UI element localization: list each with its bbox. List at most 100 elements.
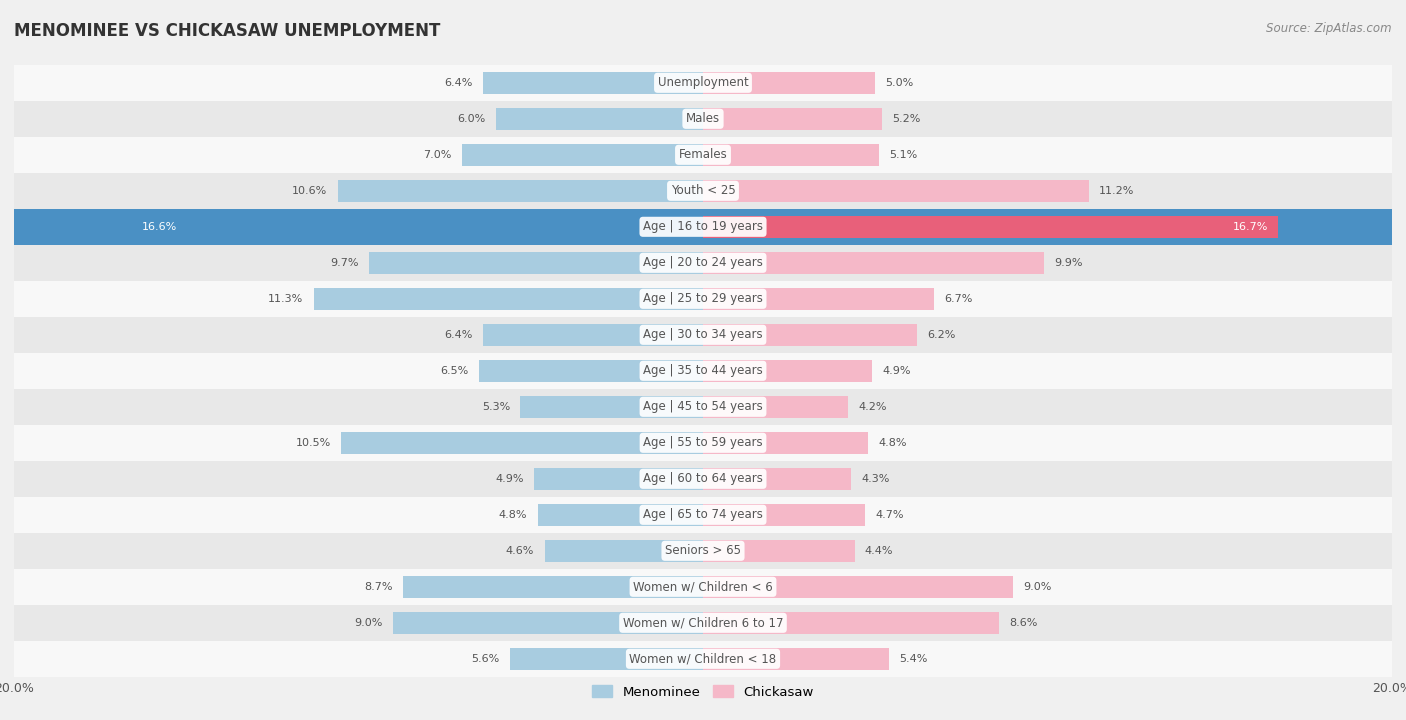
Text: 9.7%: 9.7% xyxy=(330,258,359,268)
Text: 4.8%: 4.8% xyxy=(879,438,907,448)
Text: Youth < 25: Youth < 25 xyxy=(671,184,735,197)
Text: Age | 65 to 74 years: Age | 65 to 74 years xyxy=(643,508,763,521)
Text: Age | 60 to 64 years: Age | 60 to 64 years xyxy=(643,472,763,485)
Bar xyxy=(703,108,882,130)
Bar xyxy=(461,144,703,166)
Bar xyxy=(337,180,703,202)
Text: 4.8%: 4.8% xyxy=(499,510,527,520)
Bar xyxy=(342,432,703,454)
Text: 4.7%: 4.7% xyxy=(875,510,904,520)
Bar xyxy=(14,497,1392,533)
Text: 8.7%: 8.7% xyxy=(364,582,392,592)
Text: 5.1%: 5.1% xyxy=(889,150,917,160)
Text: 6.4%: 6.4% xyxy=(444,330,472,340)
Bar xyxy=(703,468,851,490)
Text: 6.4%: 6.4% xyxy=(444,78,472,88)
Text: 5.3%: 5.3% xyxy=(482,402,510,412)
Bar xyxy=(703,72,875,94)
Text: 9.0%: 9.0% xyxy=(1024,582,1052,592)
Bar xyxy=(14,245,1392,281)
Bar xyxy=(703,432,869,454)
Bar xyxy=(510,648,703,670)
Text: Age | 20 to 24 years: Age | 20 to 24 years xyxy=(643,256,763,269)
Bar xyxy=(14,173,1392,209)
Bar xyxy=(131,216,703,238)
Text: 4.2%: 4.2% xyxy=(858,402,887,412)
Text: 6.7%: 6.7% xyxy=(945,294,973,304)
Text: Source: ZipAtlas.com: Source: ZipAtlas.com xyxy=(1267,22,1392,35)
Bar xyxy=(534,468,703,490)
Text: 6.5%: 6.5% xyxy=(440,366,468,376)
Text: 7.0%: 7.0% xyxy=(423,150,451,160)
Bar xyxy=(537,504,703,526)
Text: Males: Males xyxy=(686,112,720,125)
Bar xyxy=(14,605,1392,641)
Text: Age | 25 to 29 years: Age | 25 to 29 years xyxy=(643,292,763,305)
Text: 4.9%: 4.9% xyxy=(495,474,524,484)
Bar xyxy=(14,389,1392,425)
Bar xyxy=(404,576,703,598)
Bar xyxy=(520,396,703,418)
Text: 9.9%: 9.9% xyxy=(1054,258,1083,268)
Bar xyxy=(703,396,848,418)
Text: Unemployment: Unemployment xyxy=(658,76,748,89)
Bar xyxy=(14,281,1392,317)
Text: Women w/ Children < 6: Women w/ Children < 6 xyxy=(633,580,773,593)
Text: 5.2%: 5.2% xyxy=(893,114,921,124)
Bar xyxy=(703,360,872,382)
Text: 10.6%: 10.6% xyxy=(292,186,328,196)
Bar xyxy=(544,540,703,562)
Bar xyxy=(703,504,865,526)
Text: 5.6%: 5.6% xyxy=(471,654,499,664)
Text: Age | 30 to 34 years: Age | 30 to 34 years xyxy=(643,328,763,341)
Bar xyxy=(14,317,1392,353)
Text: 4.6%: 4.6% xyxy=(506,546,534,556)
Bar xyxy=(14,65,1392,101)
Text: 11.2%: 11.2% xyxy=(1099,186,1135,196)
Bar xyxy=(703,288,934,310)
Bar xyxy=(14,137,1392,173)
Text: 4.4%: 4.4% xyxy=(865,546,893,556)
Legend: Menominee, Chickasaw: Menominee, Chickasaw xyxy=(586,680,820,704)
Text: Age | 55 to 59 years: Age | 55 to 59 years xyxy=(643,436,763,449)
Bar xyxy=(703,324,917,346)
Bar xyxy=(703,540,855,562)
Bar xyxy=(14,533,1392,569)
Bar xyxy=(703,144,879,166)
Bar xyxy=(703,252,1045,274)
Text: Women w/ Children < 18: Women w/ Children < 18 xyxy=(630,652,776,665)
Text: Women w/ Children 6 to 17: Women w/ Children 6 to 17 xyxy=(623,616,783,629)
Bar xyxy=(14,209,1392,245)
Bar xyxy=(14,461,1392,497)
Bar xyxy=(496,108,703,130)
Bar xyxy=(703,216,1278,238)
Text: 8.6%: 8.6% xyxy=(1010,618,1038,628)
Text: 9.0%: 9.0% xyxy=(354,618,382,628)
Bar xyxy=(314,288,703,310)
Bar xyxy=(14,641,1392,677)
Bar xyxy=(14,569,1392,605)
Text: Females: Females xyxy=(679,148,727,161)
Text: 4.3%: 4.3% xyxy=(862,474,890,484)
Bar xyxy=(703,576,1012,598)
Text: 16.7%: 16.7% xyxy=(1233,222,1268,232)
Text: 10.5%: 10.5% xyxy=(295,438,330,448)
Text: MENOMINEE VS CHICKASAW UNEMPLOYMENT: MENOMINEE VS CHICKASAW UNEMPLOYMENT xyxy=(14,22,440,40)
Bar xyxy=(14,425,1392,461)
Bar xyxy=(479,360,703,382)
Bar xyxy=(482,72,703,94)
Text: 11.3%: 11.3% xyxy=(269,294,304,304)
Text: Age | 35 to 44 years: Age | 35 to 44 years xyxy=(643,364,763,377)
Text: Age | 16 to 19 years: Age | 16 to 19 years xyxy=(643,220,763,233)
Text: 6.2%: 6.2% xyxy=(927,330,955,340)
Bar xyxy=(703,180,1088,202)
Text: Age | 45 to 54 years: Age | 45 to 54 years xyxy=(643,400,763,413)
Bar xyxy=(368,252,703,274)
Text: 5.4%: 5.4% xyxy=(900,654,928,664)
Text: 4.9%: 4.9% xyxy=(882,366,911,376)
Text: 6.0%: 6.0% xyxy=(458,114,486,124)
Bar xyxy=(482,324,703,346)
Bar xyxy=(703,648,889,670)
Text: 5.0%: 5.0% xyxy=(886,78,914,88)
Bar xyxy=(14,353,1392,389)
